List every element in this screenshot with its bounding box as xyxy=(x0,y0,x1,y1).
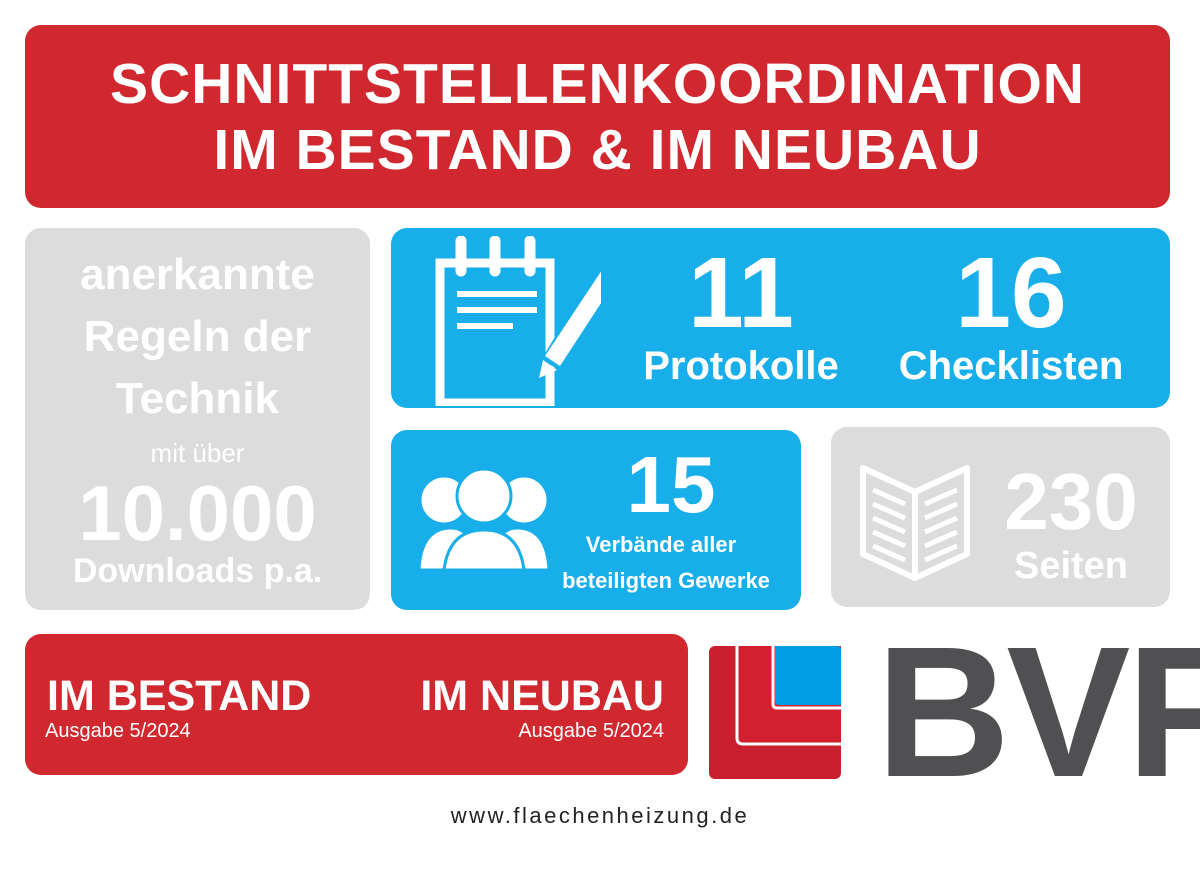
downloads-number: 10.000 xyxy=(78,469,317,557)
checklisten-value: 16 xyxy=(955,237,1067,349)
left-line-2: Regeln der xyxy=(83,312,312,361)
checklisten-label: Checklisten xyxy=(898,344,1124,388)
website-link[interactable]: www.flaechenheizung.de xyxy=(450,803,750,828)
left-line-4: mit über xyxy=(150,438,245,468)
title-banner: SCHNITTSTELLENKOORDINATION IM BESTAND & … xyxy=(25,25,1170,208)
bvf-logo-mark xyxy=(709,646,841,779)
left-line-3: Technik xyxy=(115,374,279,423)
notepad-pencil-icon xyxy=(435,236,601,406)
regeln-panel: anerkannte Regeln der Technik mit über 1… xyxy=(25,228,370,610)
verbaende-value: 15 xyxy=(626,440,716,529)
protokolle-checklisten-panel: 11 Protokolle 16 Checklisten xyxy=(391,228,1170,408)
edition-bestand-sub: Ausgabe 5/2024 xyxy=(45,720,191,742)
edition-neubau-title: IM NEUBAU xyxy=(420,672,664,720)
left-line-1: anerkannte xyxy=(80,250,315,299)
verbaende-panel: 15 Verbände aller beteiligten Gewerke xyxy=(391,430,801,610)
bvf-logo-text: BVF xyxy=(876,609,1200,816)
seiten-value: 230 xyxy=(1004,457,1138,546)
edition-neubau-sub: Ausgabe 5/2024 xyxy=(518,720,664,742)
edition-bestand-title: IM BESTAND xyxy=(47,672,312,720)
verbaende-label-2: beteiligten Gewerke xyxy=(562,568,770,593)
seiten-panel: 230 Seiten xyxy=(831,427,1170,607)
seiten-label: Seiten xyxy=(1013,545,1129,587)
group-people-icon xyxy=(419,470,549,570)
title-line-2: IM BESTAND & IM NEUBAU xyxy=(213,117,982,182)
title-line-1: SCHNITTSTELLENKOORDINATION xyxy=(110,51,1085,116)
open-book-icon xyxy=(860,465,970,581)
left-line-5: Downloads p.a. xyxy=(72,552,323,590)
protokolle-value: 11 xyxy=(688,237,794,349)
protokolle-label: Protokolle xyxy=(643,344,839,388)
editions-panel: IM BESTAND Ausgabe 5/2024 IM NEUBAU Ausg… xyxy=(25,634,688,775)
verbaende-label-1: Verbände aller xyxy=(585,532,737,557)
